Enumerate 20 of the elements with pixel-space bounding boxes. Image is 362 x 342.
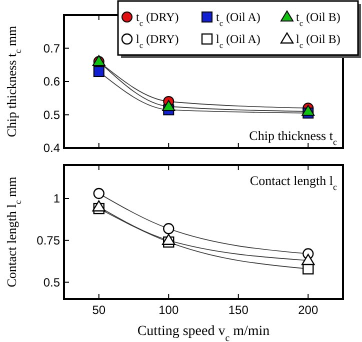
legend-label: l$_{c}$ (DRY) [136, 32, 179, 50]
x-tick-label: 200 [298, 303, 318, 317]
y-tick-label: 1 [53, 192, 60, 206]
y-tick-label: 0.6 [43, 74, 60, 89]
x-tick-label: 100 [158, 303, 179, 317]
x-tick-label: 150 [228, 303, 249, 317]
legend-label: t$_{c}$ (Oil A) [216, 10, 260, 28]
y-tick-label: 0.5 [43, 275, 60, 290]
y-tick-label: 0.4 [43, 141, 60, 156]
y-tick-label: 0.5 [43, 108, 60, 122]
y-tick-label: 0.7 [43, 41, 60, 56]
x-tick-label: 50 [92, 303, 106, 317]
x-axis-title: Cutting speed v$_{c}$ m/min [137, 324, 270, 342]
annotation: Contact length l$_{c}$ [250, 173, 337, 192]
legend-label: l$_{c}$ (Oil B) [296, 32, 340, 50]
legend-label: t$_{c}$ (DRY) [136, 10, 179, 28]
legend-label: l$_{c}$ (Oil A) [216, 32, 260, 50]
y-tick-label: 0.75 [36, 234, 60, 248]
annotation: Chip thickness t$_{c}$ [249, 128, 337, 147]
legend-label: t$_{c}$ (Oil B) [296, 10, 340, 28]
